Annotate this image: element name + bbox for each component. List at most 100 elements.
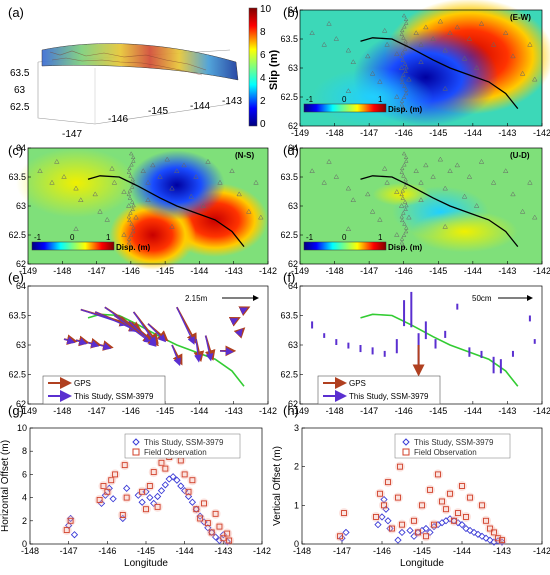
field-observation-point <box>447 490 453 497</box>
map-d-ytick: 62.5 <box>280 230 298 240</box>
svg-text:-147: -147 <box>62 129 82 140</box>
svg-text:-1: -1 <box>306 95 314 104</box>
field-observation-point <box>389 525 395 532</box>
map-d-xtick: -145 <box>429 266 447 276</box>
svg-text:50cm: 50cm <box>472 294 492 303</box>
field-uncertainty-halo <box>387 523 397 534</box>
svg-text:63: 63 <box>14 85 26 96</box>
map-c-xtick: -144 <box>190 266 208 276</box>
slip-fault-texture <box>49 50 207 76</box>
field-observation-point <box>431 521 437 528</box>
map-f-xtick: -149 <box>291 406 309 416</box>
model-vector <box>87 340 100 348</box>
model-offset-point <box>65 521 73 530</box>
field-observation-point <box>385 479 391 486</box>
field-observation-point <box>220 535 227 542</box>
scatter-g-ytick: 6 <box>22 469 27 479</box>
model-offset-point <box>177 482 185 490</box>
model-vector <box>63 336 76 345</box>
field-uncertainty-halo <box>393 492 403 503</box>
field-uncertainty-halo <box>119 460 130 471</box>
model-offset-point <box>184 492 193 501</box>
legend-g: This Study, SSM-3979 Field Observation <box>124 433 241 459</box>
model-offset-point <box>157 487 166 495</box>
model-vector <box>99 342 112 350</box>
map-e-xtick: -145 <box>156 406 174 416</box>
svg-text:10: 10 <box>260 4 272 15</box>
legend-g-field: Field Observation <box>144 448 207 457</box>
ns-colorbar: -1 0 1 Disp. (m) <box>31 233 151 252</box>
slip-colorbar-label: Slip (m) <box>268 50 280 91</box>
scatter-h-xtick: -144 <box>453 546 471 556</box>
map-c-xtick: -148 <box>53 266 71 276</box>
field-observation-point <box>96 496 103 503</box>
map-b-ytick: 63.5 <box>280 34 298 44</box>
ew-colorbar: -1 0 1 Disp. (m) <box>303 95 423 114</box>
map-d-xtick: -148 <box>326 266 344 276</box>
field-observation-point <box>100 483 107 489</box>
scatter-h-xtick: -142 <box>533 546 550 556</box>
svg-text:62.5: 62.5 <box>10 102 30 113</box>
field-uncertainty-halo <box>433 469 443 480</box>
slip-lat-ticks: 63.5 63 62.5 <box>10 68 30 113</box>
model-offset-point <box>215 536 224 545</box>
field-observation-point <box>439 498 445 505</box>
map-f-ytick: 64 <box>288 281 298 291</box>
ns-fault-trace <box>87 175 245 248</box>
field-uncertainty-halo <box>395 461 405 472</box>
model-vector <box>133 311 157 345</box>
svg-text:63.5: 63.5 <box>10 68 30 79</box>
field-uncertainty-halo <box>417 500 427 511</box>
field-uncertainty-halo <box>339 508 349 519</box>
model-offset-point <box>208 528 216 537</box>
map-c-ytick: 63 <box>16 201 26 211</box>
legend-e-model: This Study, SSM-3979 <box>74 392 154 401</box>
model-offset-point <box>474 530 482 538</box>
field-uncertainty-halo <box>65 515 76 526</box>
field-uncertainty-halo <box>110 469 121 480</box>
map-c-frame <box>27 147 269 265</box>
scatter-g-xtick: -144 <box>176 546 194 556</box>
ew-fault-trace <box>360 37 519 110</box>
field-uncertainty-halo <box>335 531 345 542</box>
map-b-xtick: -147 <box>360 128 378 138</box>
map-c-xtick: -149 <box>19 266 37 276</box>
map-f-ytick: 62.5 <box>280 370 298 380</box>
ns-stations <box>37 151 264 249</box>
svg-text:-146: -146 <box>108 114 128 125</box>
scatter-h-ytick: 2 <box>294 462 299 472</box>
map-e-xtick: -147 <box>88 406 106 416</box>
field-uncertainty-halo <box>457 481 467 491</box>
field-uncertainty-halo <box>141 504 151 515</box>
field-uncertainty-halo <box>199 498 209 509</box>
map-b-ytick: 62.5 <box>280 92 298 102</box>
scatter-g-xtick: -146 <box>98 546 116 556</box>
field-observation-point <box>381 502 387 509</box>
field-uncertainty-halo <box>409 515 419 526</box>
field-observation-point <box>189 477 196 484</box>
map-c-xtick: -145 <box>156 266 174 276</box>
svg-text:-144: -144 <box>190 101 210 112</box>
map-f-xtick: -147 <box>360 406 378 416</box>
scatter-g-xtick: -143 <box>214 546 232 556</box>
field-observation-point <box>150 469 157 476</box>
field-observation-point <box>435 471 441 478</box>
ud-colorbar: -1 0 1 Disp. (m) <box>303 233 423 252</box>
field-observation-point <box>224 530 231 537</box>
panel-c-tag: (N-S) <box>235 151 254 160</box>
panel-f-label: (f) <box>283 270 295 285</box>
map-d-xtick: -149 <box>291 266 309 276</box>
field-observation-point <box>63 527 70 534</box>
svg-text:-143: -143 <box>222 96 242 107</box>
field-observation-point <box>459 483 465 489</box>
field-observation-point <box>483 517 489 524</box>
map-c-xtick: -147 <box>88 266 106 276</box>
field-observation-point <box>201 500 207 507</box>
model-offset-point <box>211 533 220 541</box>
model-offset-point <box>450 517 458 525</box>
map-b-xtick: -142 <box>533 128 550 138</box>
model-offset-point <box>219 531 227 539</box>
model-offset-point <box>462 524 470 533</box>
